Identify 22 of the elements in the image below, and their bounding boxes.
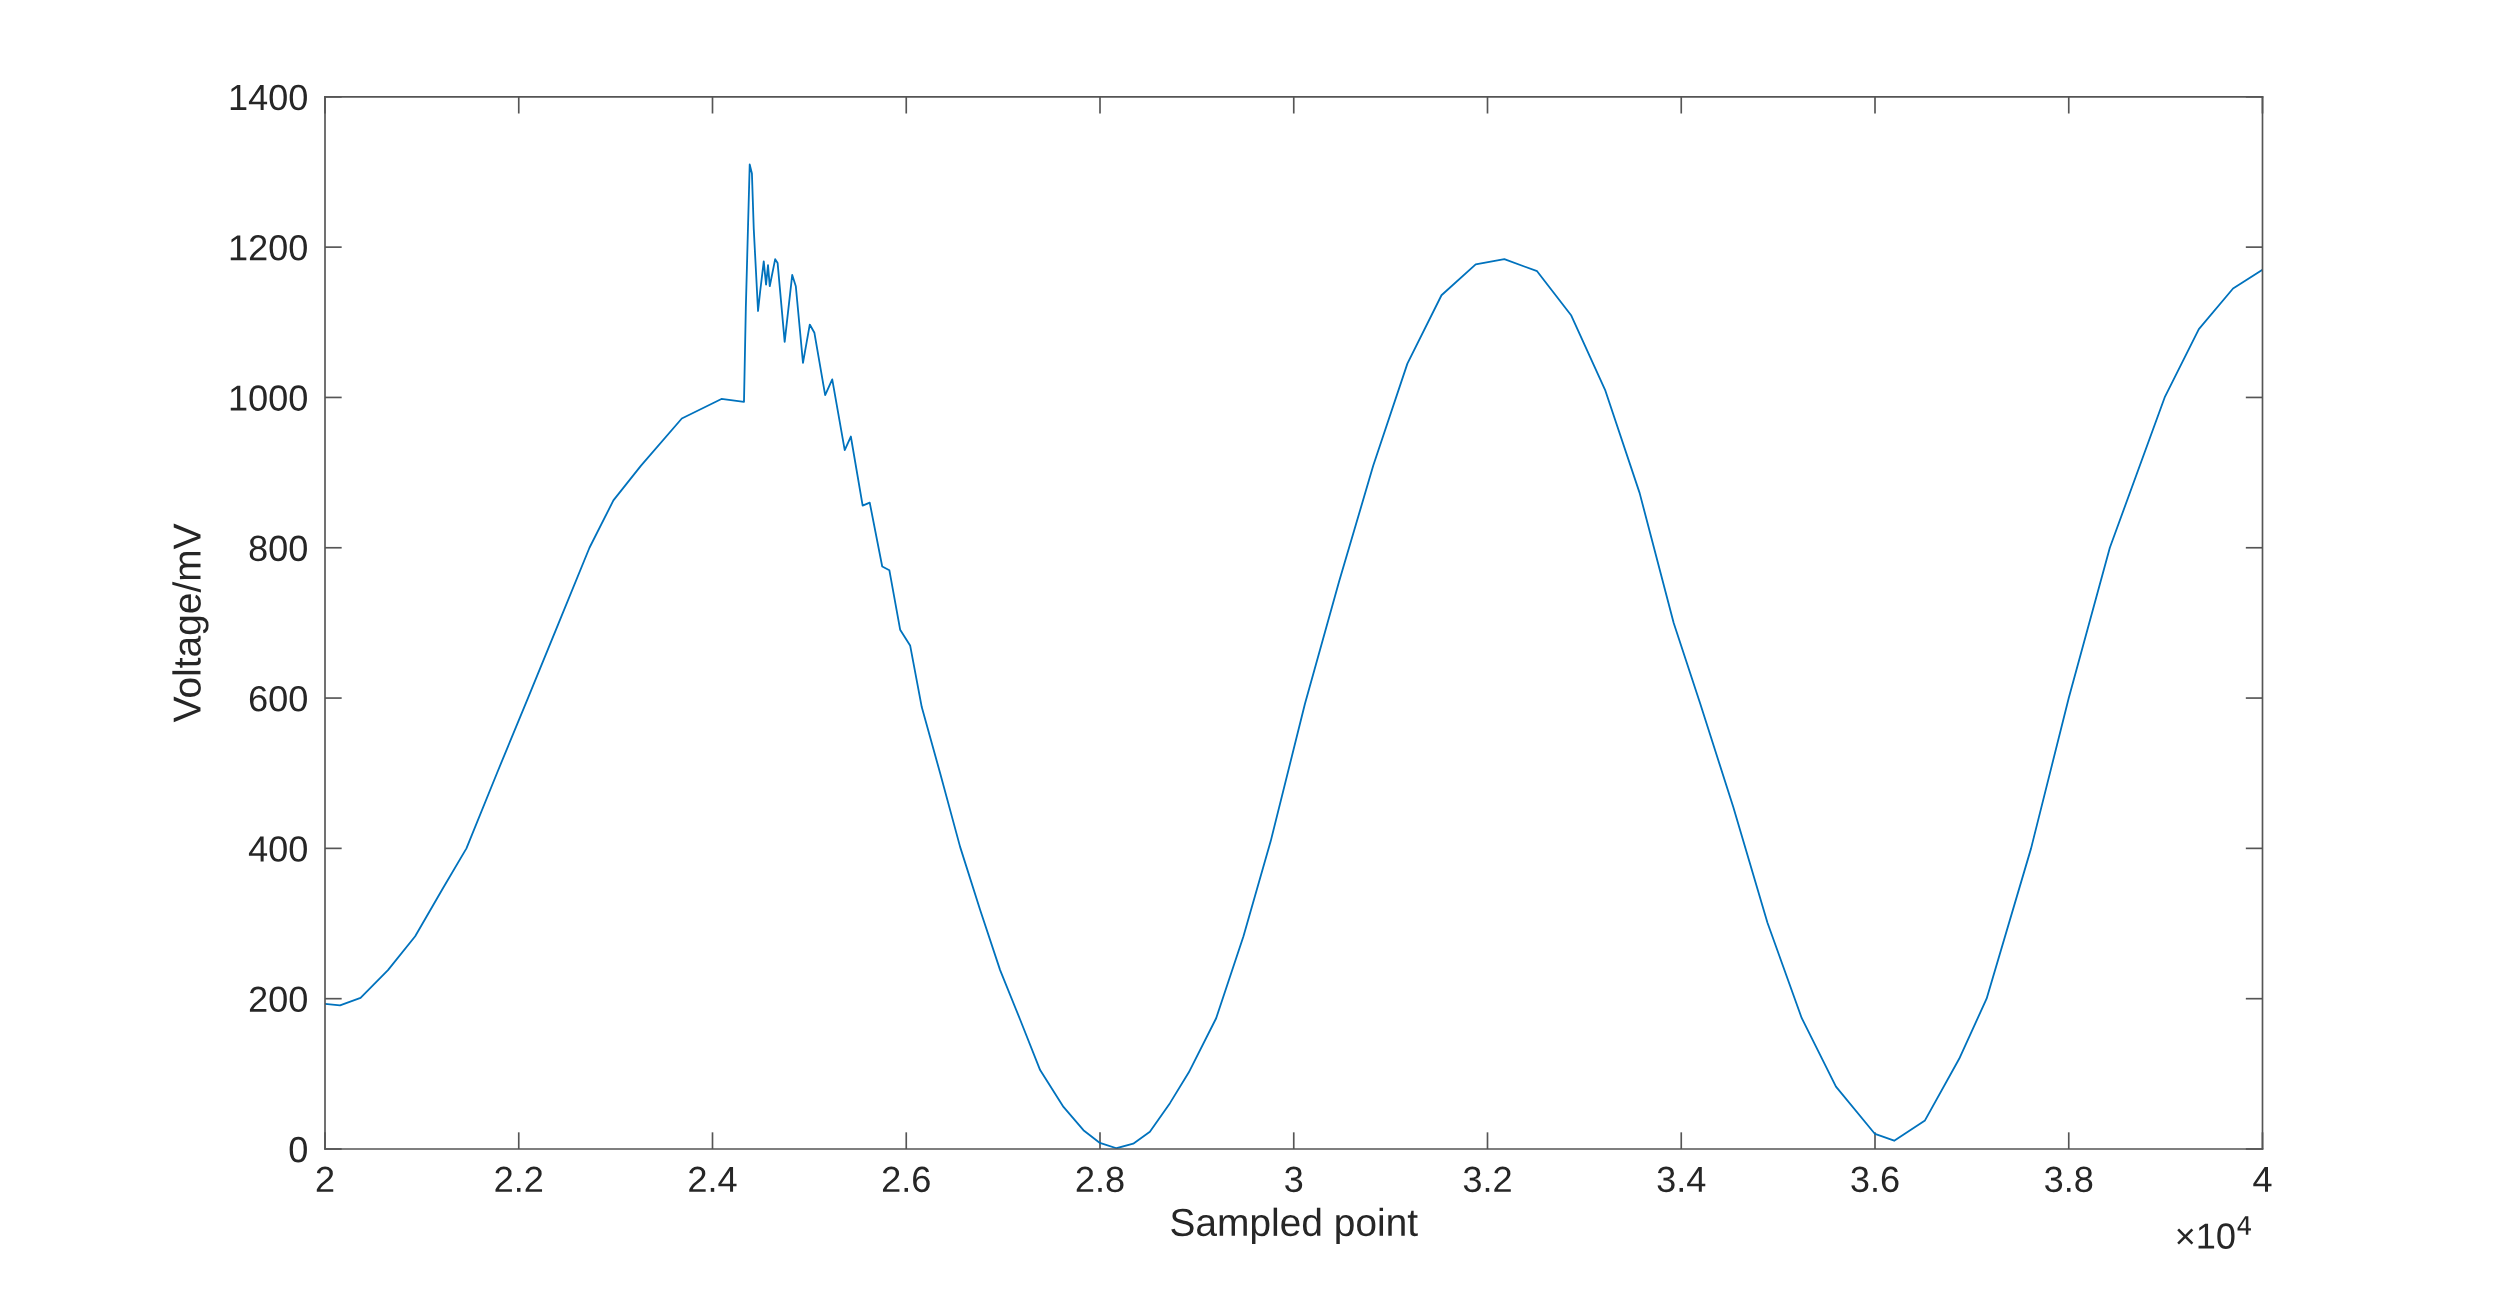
y-tick-label: 600	[249, 685, 307, 712]
x-tick-label: 2.8	[1076, 1166, 1124, 1193]
x-tick-label: 4	[2253, 1166, 2272, 1192]
x-tick-label: 2	[316, 1166, 334, 1192]
x-tick-label: 3.8	[2045, 1166, 2093, 1193]
y-axis-title: Voltage/mV	[172, 523, 209, 723]
y-tick-label: 0	[289, 1136, 307, 1163]
x-tick-label: 3.4	[1657, 1166, 1706, 1193]
x-tick-label: 2.2	[495, 1166, 543, 1192]
x-tick-label: 3.6	[1851, 1166, 1899, 1193]
text: ×10$^{4}$	[2177, 1216, 2251, 1249]
y-tick-label: 1400	[230, 84, 307, 111]
y-tick-label: 1000	[230, 385, 307, 411]
y-tick-label: 400	[248, 836, 307, 862]
x-tick-label: 3	[1285, 1166, 1303, 1193]
y-tick-label: 1200	[230, 235, 307, 261]
y-tick-label: 800	[249, 535, 307, 562]
x-tick-label: 2.4	[689, 1166, 737, 1192]
x-tick-label: 3.2	[1463, 1166, 1511, 1193]
x-axis-title: Sampled point	[1171, 1207, 1418, 1244]
x-tick-label: 2.6	[882, 1166, 930, 1193]
y-tick-label: 200	[249, 986, 307, 1013]
